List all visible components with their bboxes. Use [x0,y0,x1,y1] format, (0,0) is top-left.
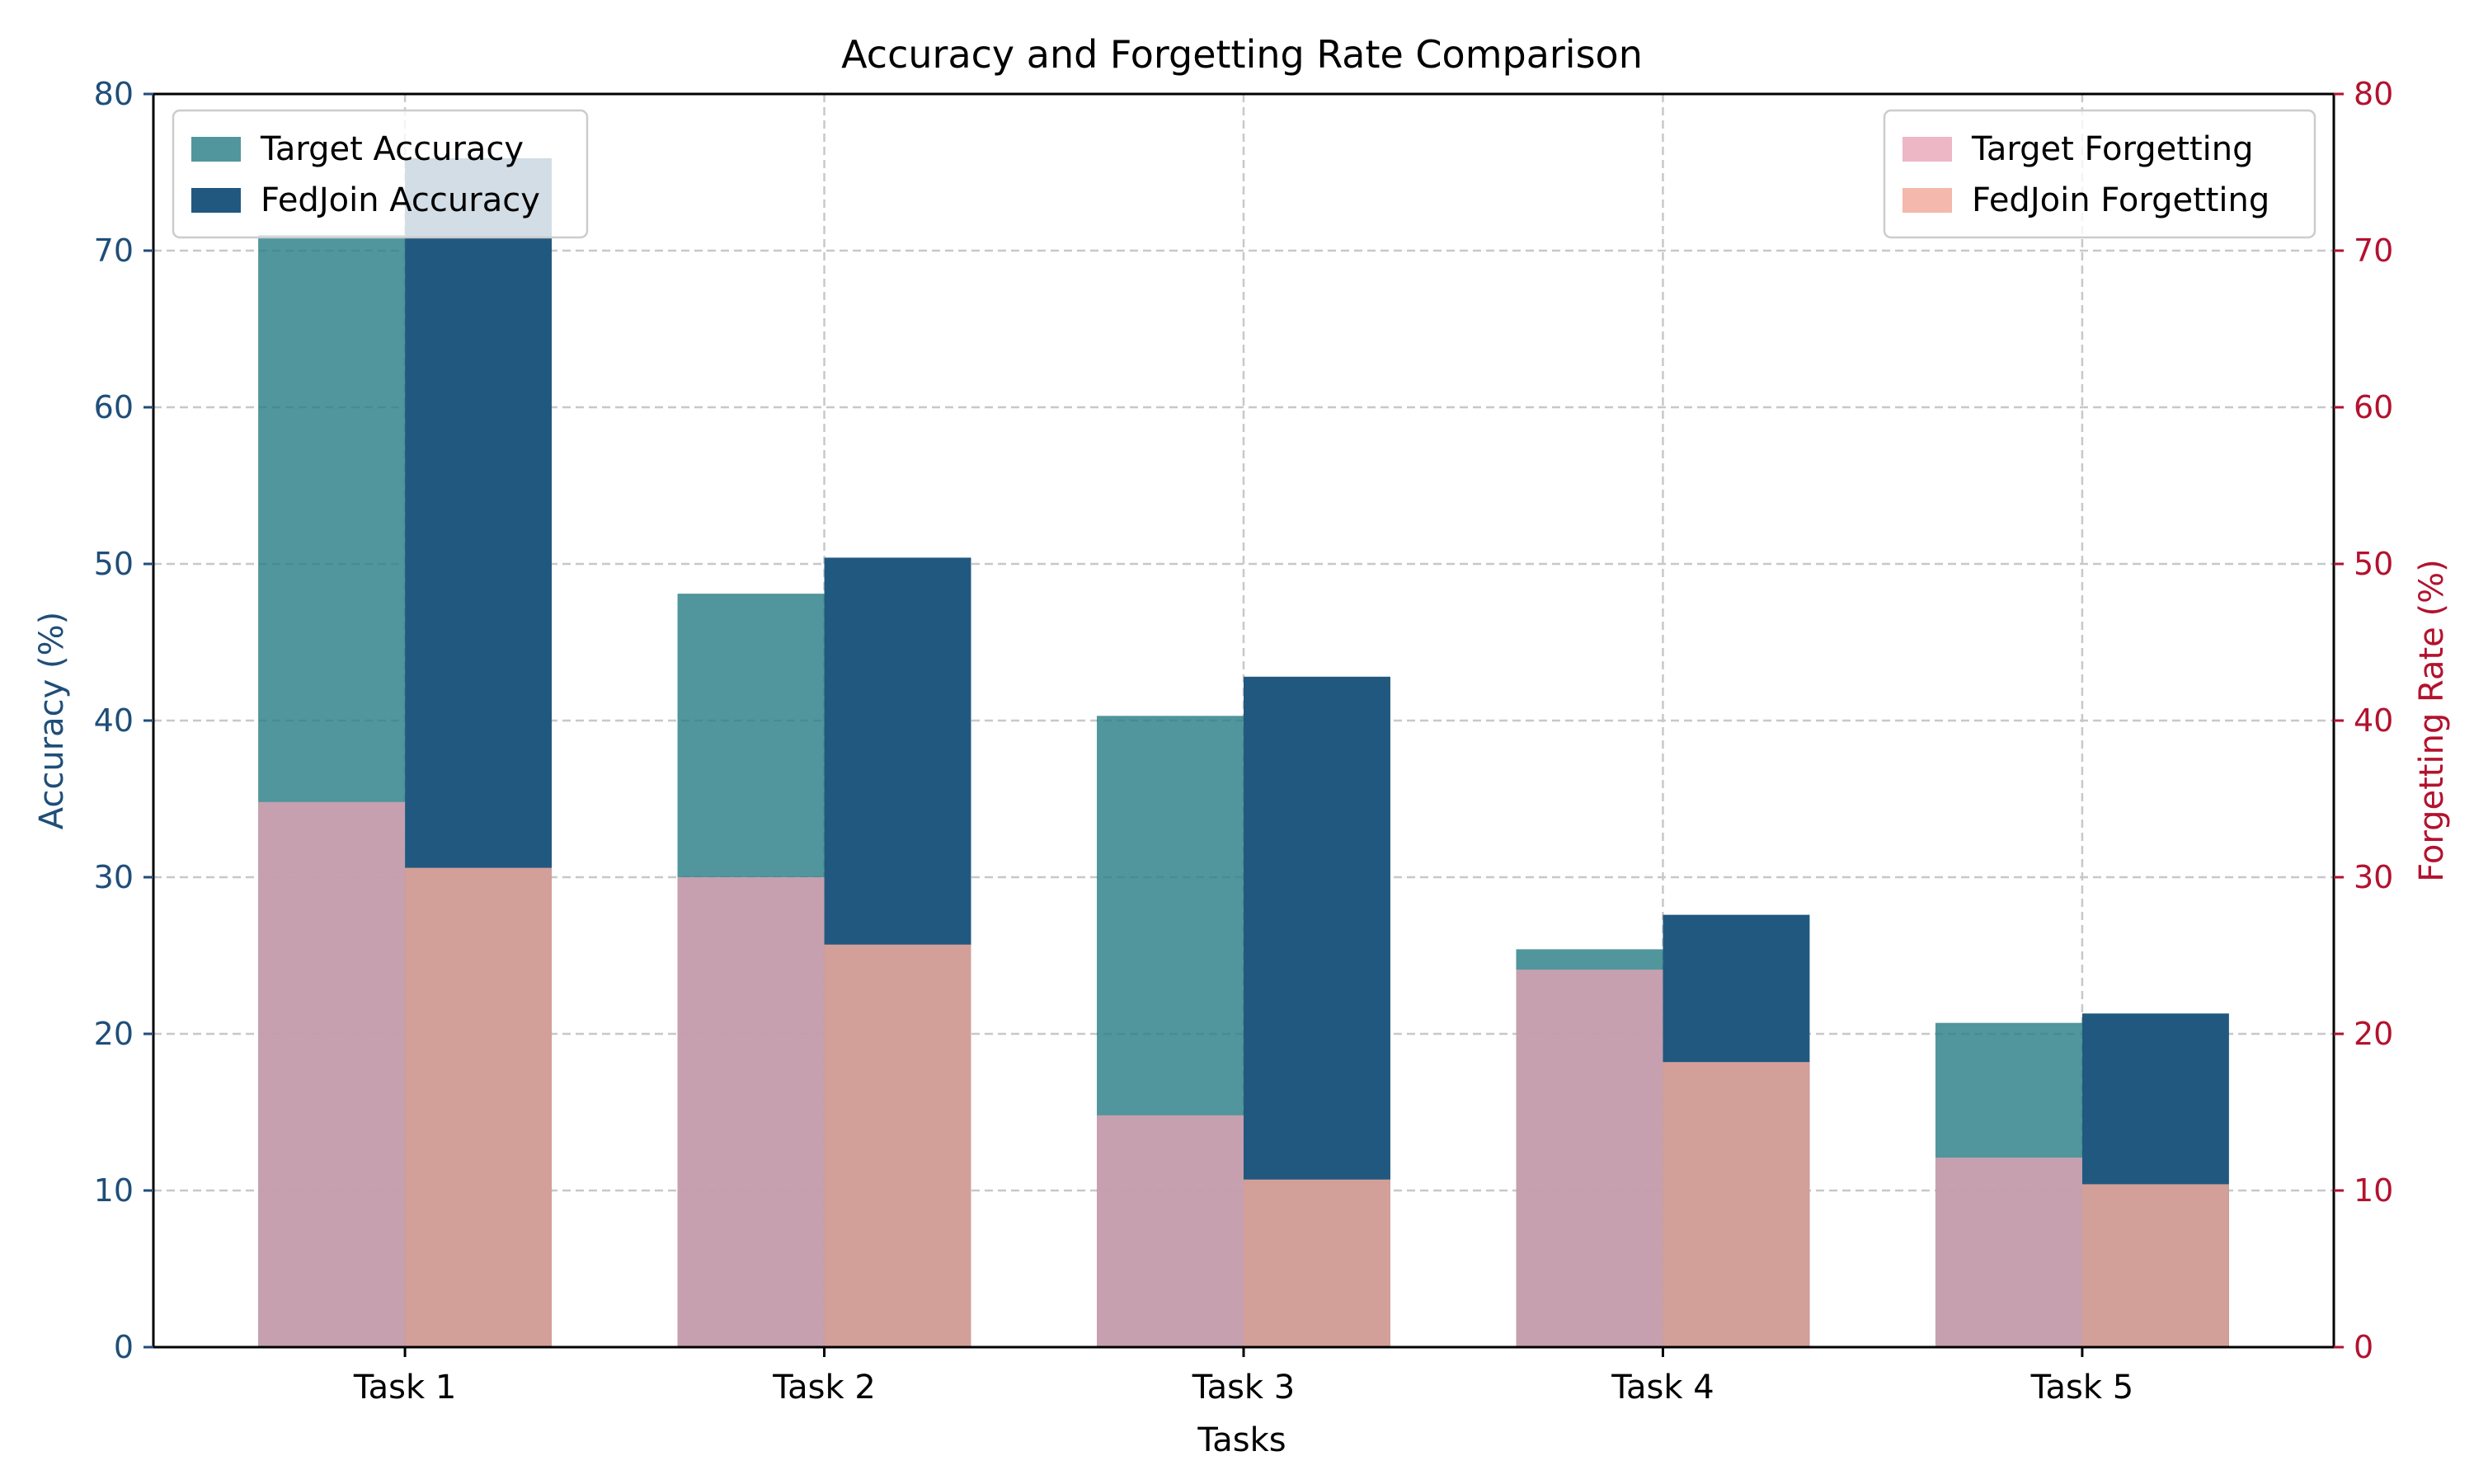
chart-title: Accuracy and Forgetting Rate Comparison [841,32,1643,77]
bar-target-forgetting [677,877,825,1347]
legend-box [172,109,589,239]
y-tick-label-right: 20 [2354,1016,2393,1052]
y-tick-label-left: 70 [94,232,134,269]
y-tick-label-right: 60 [2354,389,2393,425]
bar-fedjoin-forgetting [1663,1062,1810,1347]
y-tick-label-left: 80 [94,76,134,112]
bar-target-forgetting [258,801,406,1347]
x-tick-label: Task 4 [1611,1369,1714,1407]
x-axis-label: Tasks [1197,1421,1286,1459]
legend-swatch [191,188,241,213]
y-tick-label-left: 20 [94,1016,134,1052]
y-tick-label-left: 10 [94,1172,134,1209]
legend-label: FedJoin Forgetting [1972,181,2269,219]
x-tick-label: Task 5 [2030,1369,2134,1407]
y-tick-label-left: 30 [94,859,134,895]
x-tick-label: Task 2 [772,1369,876,1407]
bar-target-forgetting [1935,1158,2082,1347]
legend-swatch [1903,188,1952,213]
y-tick-label-right: 0 [2354,1329,2373,1365]
y-tick-label-left: 50 [94,546,134,582]
y-tick-label-right: 50 [2354,546,2393,582]
bar-target-forgetting [1516,970,1663,1347]
legend-swatch [191,137,241,162]
x-tick-label: Task 1 [353,1369,457,1407]
bar-fedjoin-forgetting [405,867,553,1347]
y-axis-label-left: Accuracy (%) [33,612,71,830]
y-tick-label-left: 0 [114,1329,134,1365]
y-tick-label-left: 60 [94,389,134,425]
y-tick-label-right: 10 [2354,1172,2393,1209]
forgetting-bars [258,801,2229,1347]
legend-box [1883,109,2316,239]
legend-label: Target Forgetting [1971,130,2253,168]
legend-forgetting: Target Forgetting FedJoin Forgetting [1883,109,2316,239]
bar-fedjoin-forgetting [2081,1184,2229,1347]
y-tick-label-right: 80 [2354,76,2393,112]
ticks: 0 0 10 10 20 20 30 30 40 40 50 50 60 60 70 70 80 80 Task 1… [94,76,2394,1407]
legend-label: Target Accuracy [260,130,524,168]
legend-swatch [1903,137,1952,162]
x-tick-label: Task 3 [1192,1369,1296,1407]
bar-target-forgetting [1097,1115,1244,1347]
y-tick-label-right: 40 [2354,702,2393,739]
bar-fedjoin-forgetting [1244,1179,1390,1347]
legend-accuracy: Target Accuracy FedJoin Accuracy [172,109,589,239]
y-tick-label-right: 70 [2354,232,2393,269]
y-tick-label-left: 40 [94,702,134,739]
bar-fedjoin-forgetting [824,944,971,1347]
y-tick-label-right: 30 [2354,859,2393,895]
y-axis-label-right: Forgetting Rate (%) [2413,559,2451,881]
legend-label: FedJoin Accuracy [261,181,540,219]
